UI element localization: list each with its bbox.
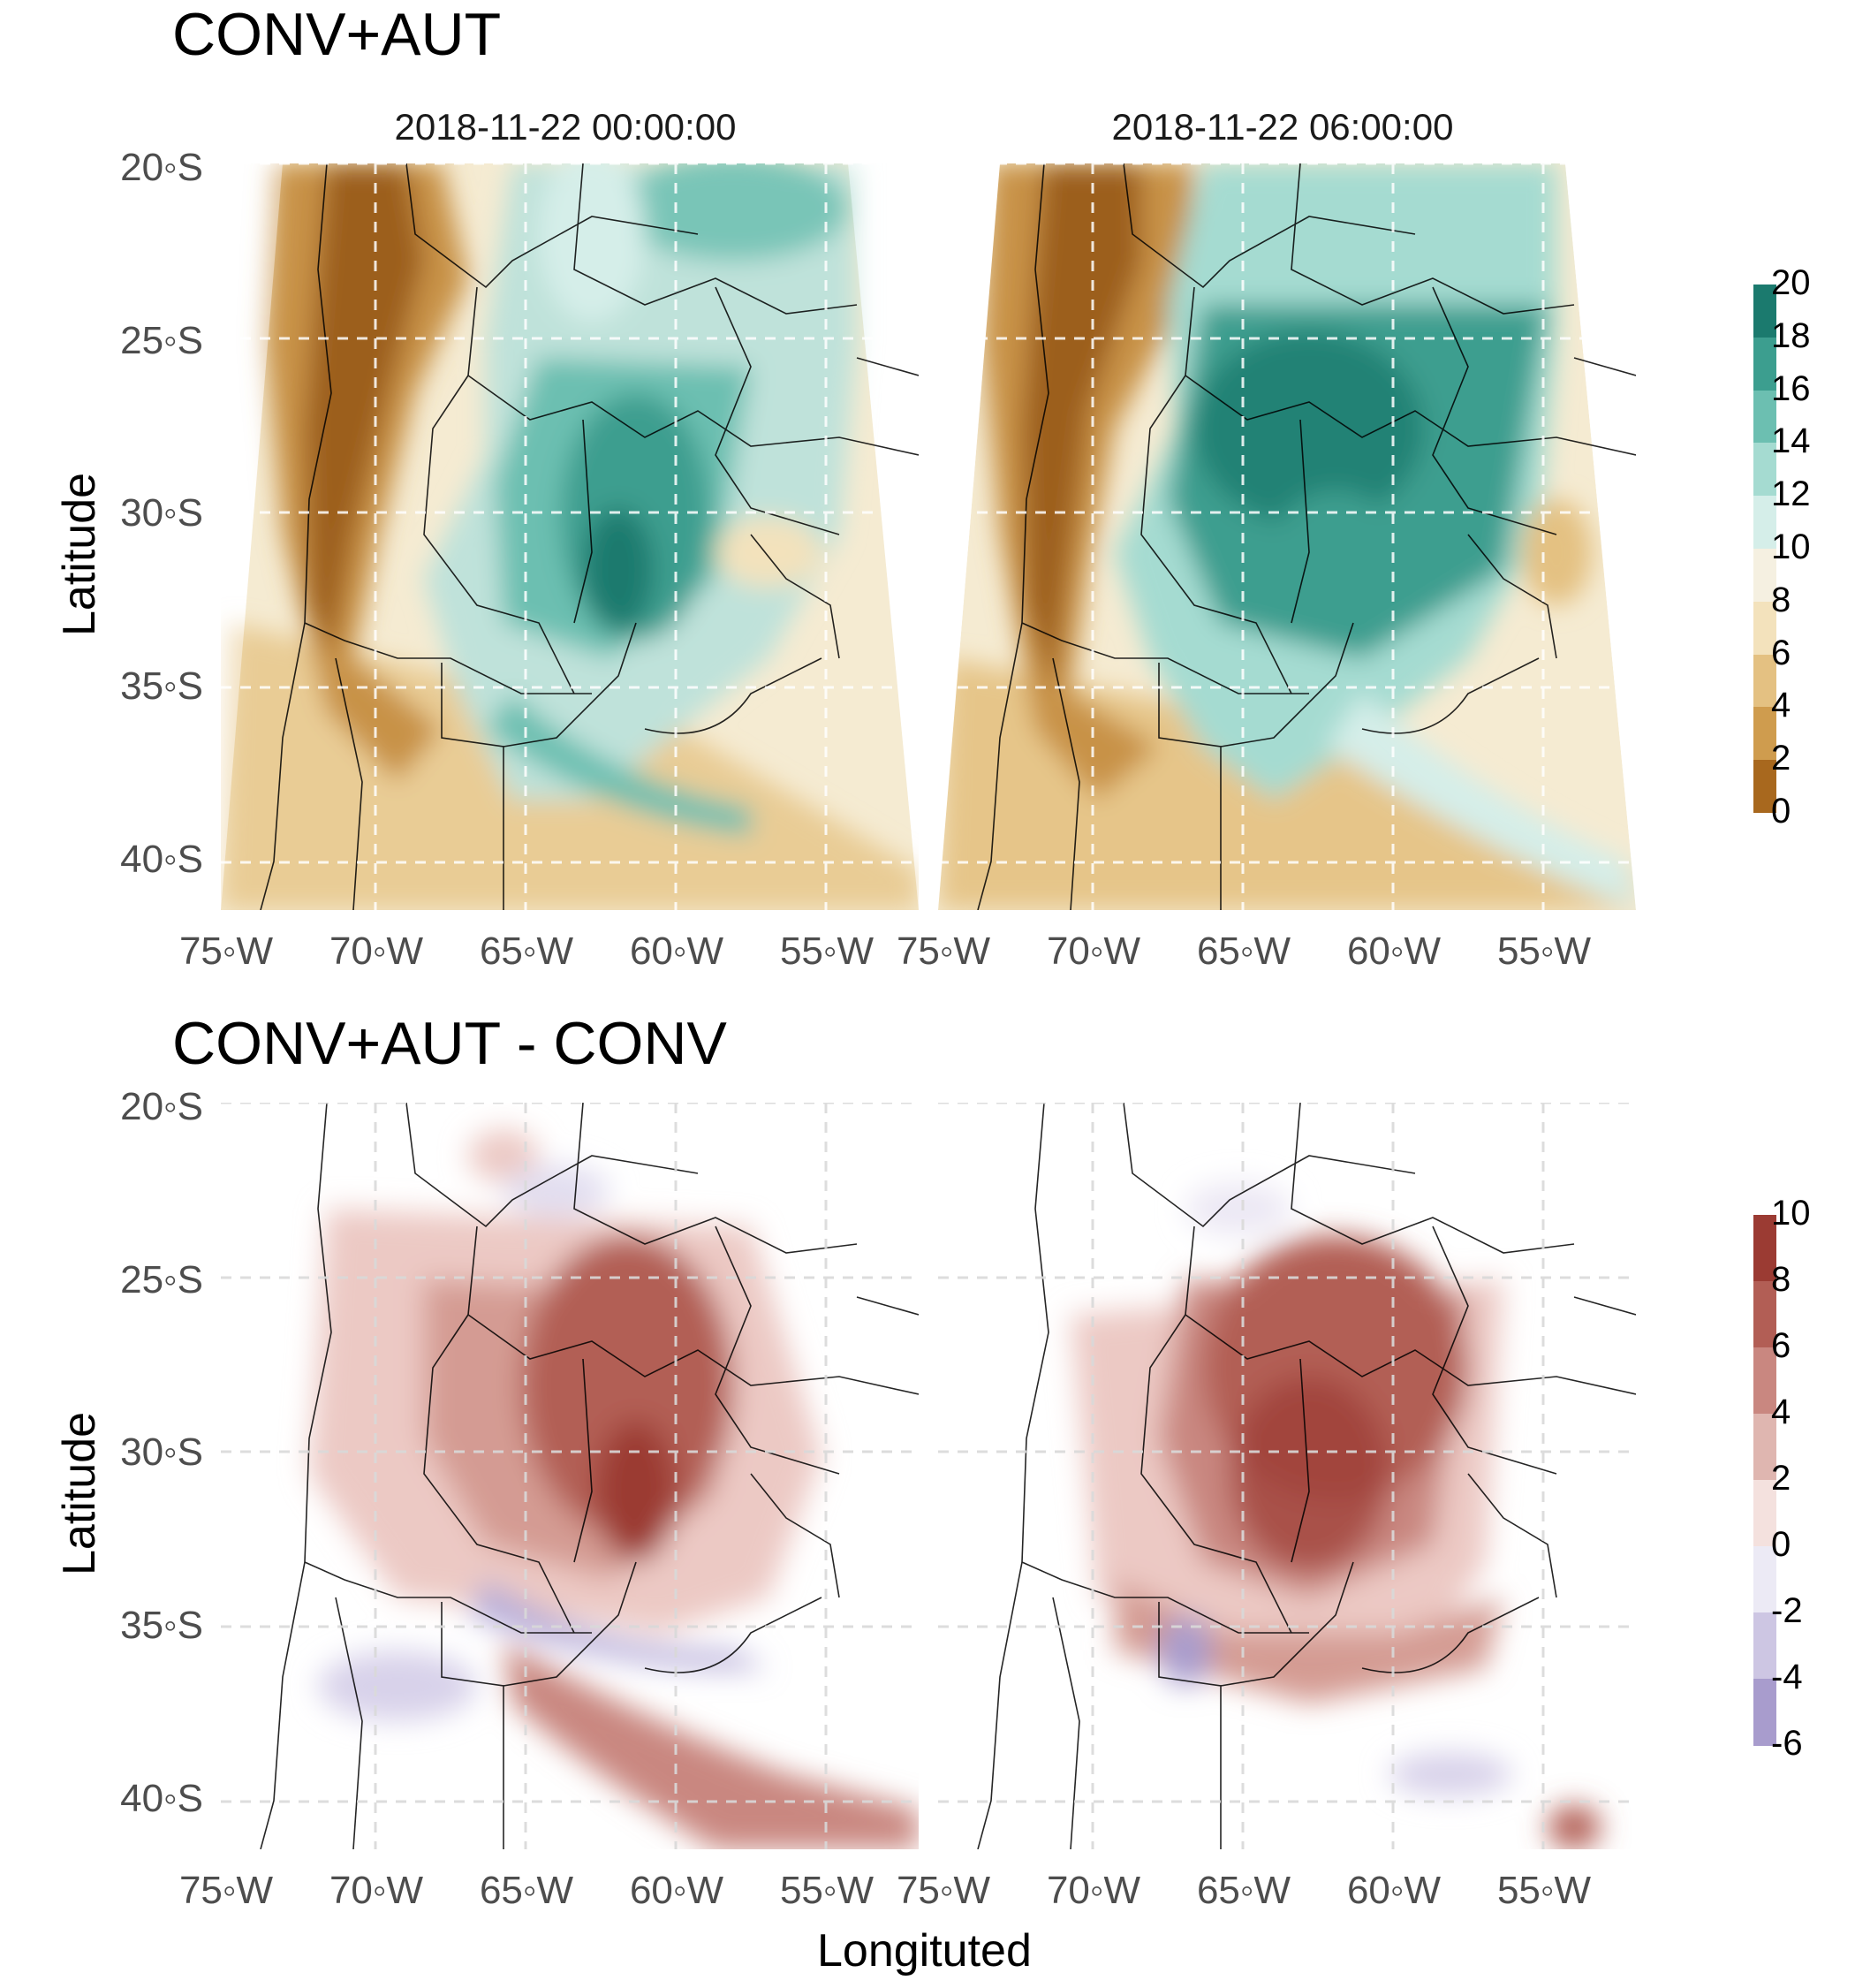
- colorbar-bottom: 10 8 6 4 2 0 -2 -4 -6: [1753, 1194, 1851, 1763]
- lat-tick: 25◦S: [120, 319, 203, 362]
- colorbar-tick-label: 0: [1771, 792, 1791, 831]
- colorbar-segment: [1753, 390, 1776, 444]
- colorbar-segment: [1753, 654, 1776, 708]
- x-axis-title: Longituted: [817, 1925, 1032, 1977]
- lon-tick: 55◦W: [779, 1869, 874, 1912]
- lon-tick: 75◦W: [178, 1869, 274, 1912]
- lat-tick: 35◦S: [120, 1604, 203, 1647]
- lon-tick: 70◦W: [1046, 930, 1141, 973]
- lon-tick: 65◦W: [1196, 930, 1291, 973]
- colorbar-segment: [1753, 549, 1776, 603]
- lon-tick: 75◦W: [178, 930, 274, 973]
- colorbar-tick-label: 8: [1771, 580, 1791, 619]
- colorbar-tick-label: 4: [1771, 686, 1791, 725]
- map-panel-bottom-left: [221, 1103, 919, 1849]
- precipitable-water-map: [938, 163, 1636, 910]
- colorbar-segment: [1753, 1546, 1776, 1613]
- colorbar-tick-label: 16: [1771, 368, 1811, 408]
- colorbar-tick-label: 12: [1771, 474, 1811, 514]
- colorbar-tick-label: 20: [1771, 263, 1811, 302]
- colorbar-tick-label: 18: [1771, 315, 1811, 355]
- colorbar-tick-label: 10: [1771, 527, 1811, 566]
- colorbar-segment: [1753, 1612, 1776, 1680]
- colorbar-segment: [1753, 1215, 1776, 1282]
- colorbar-tick-label: -2: [1771, 1591, 1803, 1630]
- colorbar-tick-label: -6: [1771, 1724, 1803, 1763]
- colorbar-segment: [1753, 760, 1776, 814]
- colorbar-segment: [1753, 1679, 1776, 1746]
- lat-tick: 40◦S: [120, 1777, 203, 1820]
- colorbar-tick-label: 4: [1771, 1392, 1791, 1431]
- colorbar-segment: [1753, 1347, 1776, 1415]
- colorbar-tick-label: 6: [1771, 633, 1791, 672]
- lon-tick: 65◦W: [1196, 1869, 1291, 1912]
- lon-tick: 60◦W: [1346, 1869, 1442, 1912]
- lat-tick: 40◦S: [120, 838, 203, 881]
- lon-tick: 60◦W: [1346, 930, 1442, 973]
- colorbar-segment: [1753, 707, 1776, 761]
- colorbar-segment: [1753, 601, 1776, 656]
- lat-tick: 25◦S: [120, 1258, 203, 1301]
- map-panel-bottom-right: [938, 1103, 1636, 1849]
- colorbar-tick-label: 6: [1771, 1326, 1791, 1365]
- lon-tick: 55◦W: [1496, 1869, 1592, 1912]
- lon-tick: 65◦W: [479, 930, 574, 973]
- colorbar-segment: [1753, 496, 1776, 550]
- lon-tick: 65◦W: [479, 1869, 574, 1912]
- colorbar-tick-label: -4: [1771, 1658, 1803, 1696]
- colorbar-segment: [1753, 337, 1776, 391]
- facet-label-left: 2018-11-22 00:00:00: [394, 106, 737, 148]
- bottom-section-title: CONV+AUT - CONV: [172, 1010, 727, 1077]
- lon-tick: 55◦W: [779, 930, 874, 973]
- map-panel-top-left: [221, 163, 919, 910]
- colorbar-segment: [1753, 1414, 1776, 1481]
- colorbar-top: 20 18 16 14 12 10 8 6 4 2 0: [1753, 263, 1851, 831]
- lon-tick: 60◦W: [629, 1869, 724, 1912]
- colorbar-segment: [1753, 285, 1776, 338]
- lon-tick: 75◦W: [896, 930, 991, 973]
- map-panel-top-right: [938, 163, 1636, 910]
- colorbar-tick-label: 0: [1771, 1525, 1791, 1564]
- precipitable-water-map: [221, 163, 919, 910]
- lon-tick: 70◦W: [329, 1869, 424, 1912]
- difference-map: [221, 1103, 919, 1849]
- lon-tick: 60◦W: [629, 930, 724, 973]
- top-section-title: CONV+AUT: [172, 1, 502, 68]
- colorbar-tick-label: 2: [1771, 739, 1791, 778]
- colorbar-segment: [1753, 443, 1776, 497]
- difference-map: [938, 1103, 1636, 1849]
- colorbar-tick-label: 8: [1771, 1260, 1791, 1299]
- facet-label-right: 2018-11-22 06:00:00: [1111, 106, 1454, 148]
- lat-tick: 20◦S: [120, 1085, 203, 1128]
- colorbar-tick-label: 2: [1771, 1459, 1791, 1498]
- lon-tick: 70◦W: [1046, 1869, 1141, 1912]
- colorbar-segment: [1753, 1281, 1776, 1348]
- lon-tick: 55◦W: [1496, 930, 1592, 973]
- lat-tick: 30◦S: [120, 1430, 203, 1474]
- lon-tick: 75◦W: [896, 1869, 991, 1912]
- colorbar-tick-label: 10: [1771, 1194, 1811, 1233]
- lat-tick: 20◦S: [120, 146, 203, 189]
- lat-tick: 35◦S: [120, 664, 203, 708]
- lon-tick: 70◦W: [329, 930, 424, 973]
- lat-tick: 30◦S: [120, 491, 203, 535]
- colorbar-segment: [1753, 1480, 1776, 1547]
- colorbar-tick-label: 14: [1771, 421, 1811, 461]
